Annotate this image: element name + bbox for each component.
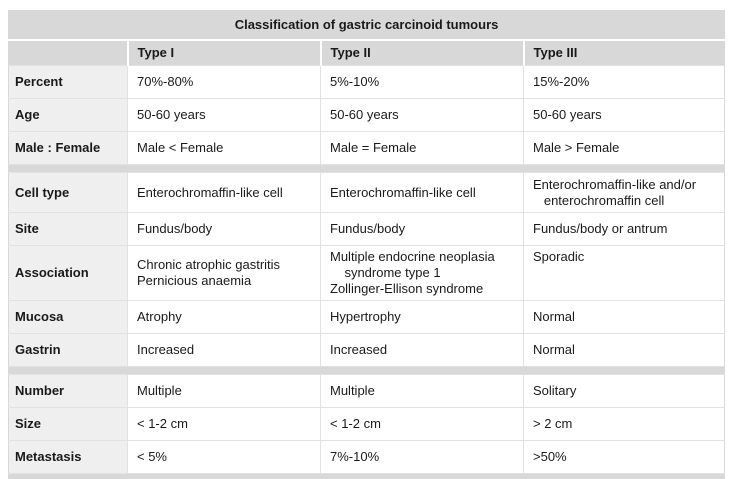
data-cell: Normal: [522, 300, 725, 334]
header-row: Type I Type II Type III: [8, 40, 725, 66]
column-header-type-ii: Type II: [319, 40, 524, 66]
table-bottom-band: [8, 473, 725, 479]
table-row-age: Age 50-60 years 50-60 years 50-60 years: [8, 98, 725, 132]
data-cell: Normal: [522, 333, 725, 367]
data-cell: 50-60 years: [522, 98, 725, 132]
data-cell: 7%-10%: [320, 440, 524, 474]
table-title: Classification of gastric carcinoid tumo…: [8, 10, 725, 41]
data-cell: Fundus/body or antrum: [522, 212, 725, 246]
data-cell: 70%-80%: [127, 65, 321, 99]
data-cell: Male = Female: [320, 131, 524, 165]
data-cell: Multiple endocrine neoplasia syndrome ty…: [320, 245, 524, 301]
data-cell: < 1-2 cm: [127, 407, 321, 441]
row-label: Cell type: [8, 172, 128, 213]
data-cell: Fundus/body: [320, 212, 524, 246]
table-row-association: Association Chronic atrophic gastritis P…: [8, 245, 725, 301]
section-separator: [8, 164, 725, 173]
table-row-cell-type: Cell type Enterochromaffin-like cell Ent…: [8, 172, 725, 213]
row-label: Site: [8, 212, 128, 246]
data-cell: Enterochromaffin-like cell: [127, 172, 321, 213]
table-row-percent: Percent 70%-80% 5%-10% 15%-20%: [8, 65, 725, 99]
table-row-mucosa: Mucosa Atrophy Hypertrophy Normal: [8, 300, 725, 334]
table-row-site: Site Fundus/body Fundus/body Fundus/body…: [8, 212, 725, 246]
row-label: Age: [8, 98, 128, 132]
data-cell: Increased: [320, 333, 524, 367]
row-label: Size: [8, 407, 128, 441]
data-cell: Enterochromaffin-like cell: [320, 172, 524, 213]
row-label: Association: [8, 245, 128, 301]
row-label: Gastrin: [8, 333, 128, 367]
data-cell: Male < Female: [127, 131, 321, 165]
table-row-gastrin: Gastrin Increased Increased Normal: [8, 333, 725, 367]
classification-table: Classification of gastric carcinoid tumo…: [8, 10, 726, 479]
data-cell: Atrophy: [127, 300, 321, 334]
data-cell: 5%-10%: [320, 65, 524, 99]
column-header-empty: [8, 40, 128, 66]
data-cell: Fundus/body: [127, 212, 321, 246]
data-cell: < 5%: [127, 440, 321, 474]
column-header-type-iii: Type III: [522, 40, 725, 66]
section-separator: [8, 366, 725, 375]
table-row-metastasis: Metastasis < 5% 7%-10% >50%: [8, 440, 725, 474]
data-cell: Chronic atrophic gastritis Pernicious an…: [127, 245, 321, 301]
row-label: Mucosa: [8, 300, 128, 334]
row-label: Male : Female: [8, 131, 128, 165]
data-cell: 50-60 years: [320, 98, 524, 132]
data-cell: 15%-20%: [522, 65, 725, 99]
table-row-number: Number Multiple Multiple Solitary: [8, 374, 725, 408]
data-cell: Sporadic: [522, 245, 725, 301]
title-row: Classification of gastric carcinoid tumo…: [8, 10, 725, 41]
data-cell: Enterochromaffin-like and/or enterochrom…: [522, 172, 725, 213]
row-label: Number: [8, 374, 128, 408]
data-cell: Hypertrophy: [320, 300, 524, 334]
data-cell: Increased: [127, 333, 321, 367]
data-cell: >50%: [522, 440, 725, 474]
row-label: Metastasis: [8, 440, 128, 474]
data-cell: Solitary: [522, 374, 725, 408]
table-row-size: Size < 1-2 cm < 1-2 cm > 2 cm: [8, 407, 725, 441]
data-cell: > 2 cm: [522, 407, 725, 441]
data-cell: 50-60 years: [127, 98, 321, 132]
table-row-male-female: Male : Female Male < Female Male = Femal…: [8, 131, 725, 165]
data-cell: < 1-2 cm: [320, 407, 524, 441]
column-header-type-i: Type I: [126, 40, 321, 66]
data-cell: Multiple: [320, 374, 524, 408]
data-cell: Multiple: [127, 374, 321, 408]
row-label: Percent: [8, 65, 128, 99]
data-cell: Male > Female: [522, 131, 725, 165]
